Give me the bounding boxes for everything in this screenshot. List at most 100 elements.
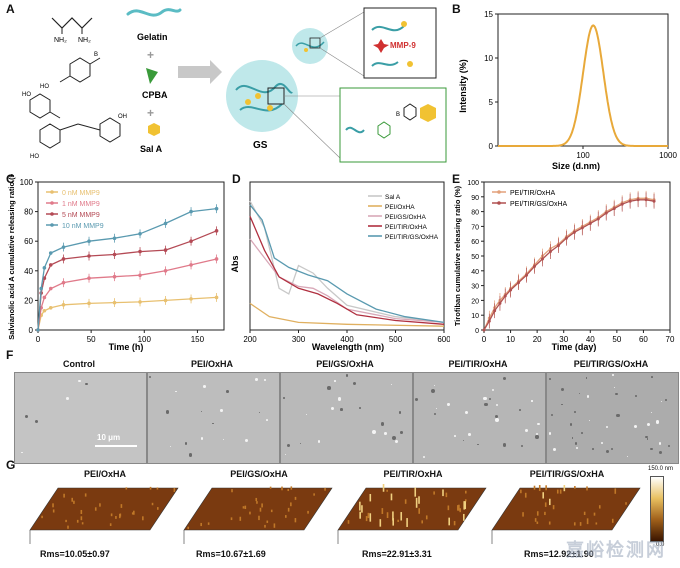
panel-label-c: C <box>6 172 15 186</box>
sem-image-pei-tir-gs-oxha <box>546 372 679 464</box>
sem-particle <box>548 432 552 435</box>
y-tick-label: 5 <box>489 98 494 107</box>
legend-entry: 0 nM MMP9 <box>62 190 100 197</box>
gs-sphere-icon <box>226 60 298 132</box>
sem-particle <box>434 384 436 386</box>
data-point <box>214 257 219 261</box>
rms-1: Rms=10.67±1.69 <box>196 549 266 559</box>
sem-image-control: 10 μm <box>14 372 147 464</box>
sem-particle <box>614 386 616 388</box>
sem-particle <box>537 422 540 426</box>
series-line-2 <box>37 230 217 331</box>
data-point <box>628 199 632 203</box>
sem-particle <box>165 409 170 414</box>
data-point <box>604 211 608 215</box>
legend-entry: Sal A <box>385 194 401 201</box>
series-line-1 <box>37 258 217 331</box>
y-tick-label: 100 <box>467 180 479 187</box>
data-point <box>138 273 142 278</box>
data-point <box>189 239 193 243</box>
schematic-diagram: NH₂ NH₂ B HO HO OH HO Gelatin + CPBA + S… <box>22 7 447 163</box>
sem-particle <box>170 446 172 448</box>
data-point <box>87 276 91 280</box>
legend-marker <box>50 212 54 216</box>
x-tick-label: 10 <box>506 335 515 344</box>
afm-title-1: PEI/GS/OxHA <box>230 469 288 479</box>
chart-e-tir-release: Tirofiban cumulative releasing ratio (%)… <box>453 180 675 352</box>
panel-label-d: D <box>232 172 241 186</box>
legend-marker <box>50 201 54 205</box>
legend-marker <box>497 190 501 194</box>
sem-particle <box>201 437 204 440</box>
legend-entry: PEI/TIR/OxHA <box>385 224 428 231</box>
sem-particle <box>520 445 524 448</box>
data-point <box>61 245 66 249</box>
sem-particle <box>340 408 343 412</box>
sem-particle <box>611 448 614 450</box>
data-point <box>620 202 624 206</box>
data-point <box>189 263 193 267</box>
afm-images <box>29 484 641 544</box>
x-tick-label: 1000 <box>659 151 677 160</box>
sem-particle <box>591 448 594 450</box>
data-point <box>580 226 584 230</box>
data-point <box>509 288 513 292</box>
backbone-structure <box>51 17 93 29</box>
data-point <box>652 199 656 203</box>
sem-particle <box>605 449 609 454</box>
sem-particle <box>655 420 660 424</box>
sem-particle <box>633 424 638 428</box>
afm-title-3: PEI/TIR/GS/OxHA <box>529 469 605 479</box>
data-point <box>556 244 560 248</box>
data-point <box>163 269 168 273</box>
x-tick-label: 300 <box>292 335 306 344</box>
sem-particle <box>612 374 614 377</box>
gelatin-label: Gelatin <box>137 32 168 42</box>
data-point <box>163 221 168 226</box>
sem-particle <box>447 403 450 406</box>
y-tick-label: 80 <box>24 208 33 217</box>
panel-label-a: A <box>6 2 15 16</box>
sem-particle <box>494 414 498 418</box>
sem-particle <box>524 429 528 433</box>
sem-particle <box>502 443 507 447</box>
sem-particle <box>359 406 362 409</box>
sem-particle <box>560 403 563 406</box>
x-tick-label: 400 <box>340 335 354 344</box>
chart-e-ylabel: Tirofiban cumulative releasing ratio (%) <box>453 185 462 326</box>
data-point <box>112 252 117 257</box>
svg-text:B: B <box>396 112 400 118</box>
sem-particle <box>414 397 419 401</box>
sem-particle <box>601 441 604 444</box>
sem-particle <box>549 378 551 381</box>
sem-particle <box>578 392 580 394</box>
afm-title-2: PEI/TIR/OxHA <box>383 469 443 479</box>
sem-particle <box>667 444 671 448</box>
cpba-icon <box>146 68 158 84</box>
data-point <box>42 308 47 313</box>
nh2-label-b: NH₂ <box>78 37 91 44</box>
x-tick-label: 30 <box>559 335 568 344</box>
sem-particle <box>575 447 579 450</box>
data-point <box>39 286 43 291</box>
sem-particle <box>264 379 267 381</box>
sem-particle <box>650 447 653 451</box>
data-point <box>214 206 219 211</box>
data-point <box>42 295 47 300</box>
legend-entry: PEI/GS/OxHA <box>385 214 426 221</box>
series-line-4 <box>249 204 445 324</box>
y-tick-label: 40 <box>471 269 479 276</box>
data-point <box>214 229 219 233</box>
data-point <box>48 263 53 267</box>
chart-c-sala-release: Salvianolic acid A cumulative releasing … <box>7 174 225 352</box>
afm-surface-1 <box>183 487 333 531</box>
sem-particle <box>345 374 349 377</box>
sem-particle <box>454 434 456 437</box>
y-tick-label: 0 <box>29 326 34 335</box>
data-point <box>540 257 544 261</box>
reaction-arrow-icon <box>178 60 222 84</box>
sem-particle <box>574 410 577 413</box>
sem-particle <box>203 385 207 389</box>
legend-entry: 5 nM MMP9 <box>62 212 100 219</box>
sem-particle <box>569 423 573 427</box>
